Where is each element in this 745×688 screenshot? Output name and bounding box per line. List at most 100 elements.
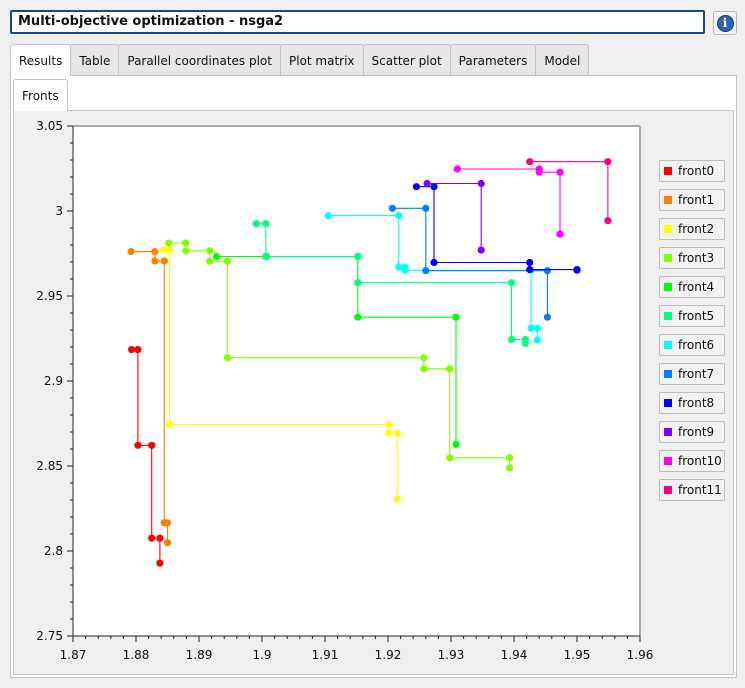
data-point[interactable] <box>354 279 362 287</box>
data-point[interactable] <box>159 246 167 254</box>
data-point[interactable] <box>165 239 173 247</box>
data-point[interactable] <box>533 324 541 332</box>
data-point[interactable] <box>506 464 514 472</box>
data-point[interactable] <box>163 539 172 547</box>
data-point[interactable] <box>420 354 428 362</box>
data-point[interactable] <box>422 204 430 212</box>
data-point[interactable] <box>165 246 173 254</box>
data-point[interactable] <box>604 158 612 166</box>
data-point[interactable] <box>163 519 172 527</box>
legend-item-front8[interactable]: front8 <box>659 392 725 414</box>
data-point[interactable] <box>573 266 581 274</box>
data-point[interactable] <box>401 266 409 274</box>
data-point[interactable] <box>430 183 438 191</box>
data-point[interactable] <box>223 354 231 362</box>
data-point[interactable] <box>412 183 420 191</box>
data-point[interactable] <box>477 246 485 254</box>
tab-parameters[interactable]: Parameters <box>449 44 537 75</box>
data-point[interactable] <box>151 257 159 265</box>
data-point[interactable] <box>151 248 159 256</box>
tab-model[interactable]: Model <box>535 44 590 75</box>
legend-item-front6[interactable]: front6 <box>659 334 725 356</box>
data-point[interactable] <box>521 339 529 347</box>
data-point[interactable] <box>148 534 156 542</box>
window-title[interactable]: Multi-objective optimization - nsga2 <box>10 10 705 34</box>
data-point[interactable] <box>165 420 173 428</box>
data-point[interactable] <box>213 253 221 261</box>
data-point[interactable] <box>354 313 362 321</box>
data-point[interactable] <box>423 179 431 188</box>
tab-table[interactable]: Table <box>70 44 120 75</box>
legend-item-front4[interactable]: front4 <box>659 276 725 298</box>
data-point[interactable] <box>134 441 142 449</box>
data-point[interactable] <box>206 257 214 265</box>
data-point[interactable] <box>388 204 396 212</box>
results-panel: Fronts 1.87 1.88 1.89 1.9 1.91 1.92 1.93 1.94 1.… <box>10 75 737 678</box>
data-point[interactable] <box>156 559 164 567</box>
data-point[interactable] <box>556 168 564 176</box>
data-point[interactable] <box>535 168 543 176</box>
data-point[interactable] <box>507 335 516 344</box>
data-point[interactable] <box>385 420 393 428</box>
data-point[interactable] <box>526 158 534 166</box>
data-point[interactable] <box>453 165 461 173</box>
data-point[interactable] <box>354 253 362 261</box>
data-point[interactable] <box>430 258 438 267</box>
data-point[interactable] <box>556 230 564 238</box>
data-point[interactable] <box>526 258 534 267</box>
data-point[interactable] <box>543 313 552 321</box>
legend-label: front6 <box>678 338 715 352</box>
data-point[interactable] <box>160 257 168 265</box>
data-point[interactable] <box>223 257 231 265</box>
data-point[interactable] <box>252 220 260 228</box>
data-point[interactable] <box>446 454 454 462</box>
tab-fronts[interactable]: Fronts <box>13 79 68 111</box>
data-point[interactable] <box>148 441 156 449</box>
data-point[interactable] <box>127 248 135 256</box>
data-point[interactable] <box>526 266 534 274</box>
data-point[interactable] <box>507 279 516 287</box>
info-button[interactable]: i <box>713 11 737 35</box>
data-point[interactable] <box>452 313 460 321</box>
data-point[interactable] <box>395 212 403 220</box>
data-point[interactable] <box>156 534 164 542</box>
legend-item-front1[interactable]: front1 <box>659 189 725 211</box>
data-point[interactable] <box>446 365 454 373</box>
legend-item-front10[interactable]: front10 <box>659 450 725 472</box>
data-point[interactable] <box>206 247 214 255</box>
tab-parallel-coordinates-plot[interactable]: Parallel coordinates plot <box>118 44 281 75</box>
data-point[interactable] <box>182 247 190 255</box>
legend-item-front9[interactable]: front9 <box>659 421 725 443</box>
data-point[interactable] <box>543 267 552 275</box>
data-point[interactable] <box>395 263 403 271</box>
tab-results[interactable]: Results <box>10 44 72 76</box>
data-point[interactable] <box>420 365 428 373</box>
data-point[interactable] <box>477 179 485 188</box>
legend-item-front2[interactable]: front2 <box>659 218 725 240</box>
data-point[interactable] <box>422 267 430 275</box>
x-tick-label: 1.96 <box>627 648 654 662</box>
data-point[interactable] <box>527 324 535 332</box>
legend-item-front11[interactable]: front11 <box>659 479 725 501</box>
data-point[interactable] <box>128 346 136 354</box>
tab-plot-matrix[interactable]: Plot matrix <box>279 44 364 75</box>
data-point[interactable] <box>506 454 514 462</box>
data-point[interactable] <box>393 429 401 437</box>
data-point[interactable] <box>393 495 401 503</box>
data-point[interactable] <box>452 440 460 448</box>
data-point[interactable] <box>134 346 142 354</box>
data-point[interactable] <box>262 253 270 261</box>
legend-item-front7[interactable]: front7 <box>659 363 725 385</box>
data-point[interactable] <box>385 429 393 437</box>
legend-item-front5[interactable]: front5 <box>659 305 725 327</box>
data-point[interactable] <box>604 217 612 225</box>
data-point[interactable] <box>262 220 270 228</box>
legend-item-front0[interactable]: front0 <box>659 160 725 182</box>
data-point[interactable] <box>533 336 541 344</box>
legend-swatch <box>664 254 672 262</box>
tab-scatter-plot[interactable]: Scatter plot <box>362 44 451 75</box>
data-point[interactable] <box>324 212 332 220</box>
fronts-chart[interactable]: 1.87 1.88 1.89 1.9 1.91 1.92 1.93 1.94 1.95 1.96 2… <box>14 111 654 674</box>
data-point[interactable] <box>182 239 190 247</box>
legend-item-front3[interactable]: front3 <box>659 247 725 269</box>
